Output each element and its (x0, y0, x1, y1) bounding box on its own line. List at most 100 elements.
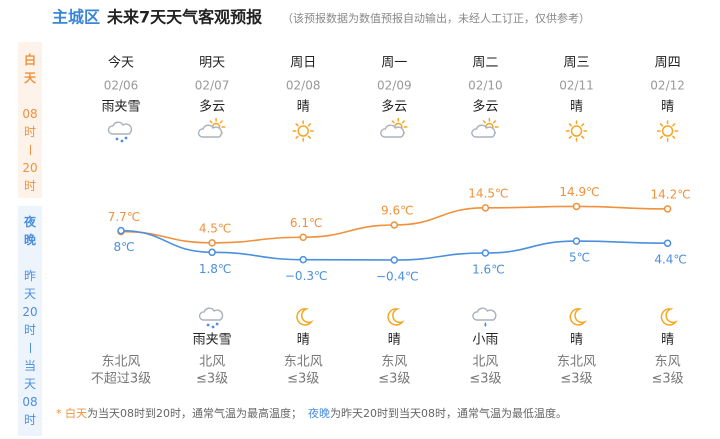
cloud-icon (472, 307, 497, 321)
city: 主城区 (52, 8, 100, 27)
day-to: 20时 (22, 161, 38, 193)
temp-label: 4.4℃ (654, 253, 687, 267)
sun-ray (219, 120, 223, 124)
day-weather: 雨夹雪 (101, 100, 140, 115)
date: 02/11 (559, 79, 594, 93)
wind-level: 不超过3级 (91, 372, 151, 387)
flake (211, 325, 215, 329)
night-to: 当天08时 (22, 359, 38, 427)
wind-level: ≤3级 (560, 372, 592, 387)
date: 02/07 (195, 79, 230, 93)
night-side: 夜晚 昨天20时 当天08时 (22, 213, 38, 429)
temp-label: 4.5℃ (199, 221, 232, 235)
wind-level: ≤3级 (652, 372, 684, 387)
date: 02/12 (650, 79, 685, 93)
flake (215, 322, 219, 326)
sun-ray (307, 123, 312, 127)
cloud-icon (198, 307, 224, 321)
day-weather: 多云 (199, 99, 225, 115)
temp-label: −0.3℃ (285, 269, 328, 283)
temp-dot (390, 221, 399, 229)
day-name: 周二 (472, 56, 498, 71)
day-weather: 多云 (381, 99, 407, 115)
sun-ray (295, 135, 299, 139)
day-term: 白天 (65, 406, 87, 420)
night-weather: 雨夹雪 (193, 333, 232, 348)
temp-label: 8℃ (113, 240, 134, 254)
cloud-icon (107, 121, 133, 135)
sun-ray (307, 135, 312, 139)
cloud-icon (380, 124, 405, 138)
night-strip (18, 206, 42, 436)
day-weather: 晴 (661, 100, 674, 115)
sun-ray (482, 120, 486, 124)
moon-icon (387, 308, 405, 326)
temp-label: 1.6℃ (472, 263, 505, 277)
temp-dot (299, 233, 307, 241)
day-weather: 晴 (297, 100, 310, 115)
sun-ray (568, 123, 572, 127)
temp-dot (572, 237, 581, 245)
temp-dot (299, 255, 307, 264)
star: * (56, 407, 65, 420)
flake (120, 139, 124, 143)
night-label: 夜晚 (23, 215, 36, 247)
temp-label: 7.7℃ (108, 210, 141, 224)
sun-core (570, 125, 583, 137)
night-weather: 晴 (297, 333, 310, 348)
day-strip (18, 42, 42, 198)
sun-ray (401, 120, 406, 124)
day-label: 白天 (23, 53, 36, 85)
temp-label: −0.4℃ (376, 270, 419, 284)
day-text: 为当天08时到20时，通常气温为最高温度； (87, 406, 302, 420)
night-weather: 晴 (570, 333, 583, 348)
date: 02/09 (377, 79, 412, 93)
sun-icon (565, 120, 588, 142)
sun-core (661, 125, 674, 137)
sun-ray (209, 120, 213, 124)
note: （该预报数据为数值预报自动输出，未经人工订正，仅供参考） (282, 11, 590, 25)
footer: * 白天为当天08时到20时，通常气温为最高温度； 夜晚为昨天20时到当天08时，… (56, 406, 567, 420)
temp-dot (572, 202, 581, 211)
temp-label: 5℃ (569, 251, 590, 265)
separator (29, 145, 31, 155)
temp-dot (481, 204, 490, 212)
day-weather: 多云 (472, 99, 498, 115)
temp-dot (208, 239, 216, 247)
wind-level: ≤3级 (469, 372, 501, 387)
wind: 东风 (655, 355, 681, 370)
sun-ray (568, 135, 572, 139)
day-name: 明天 (199, 56, 225, 71)
cloud-icon (471, 124, 496, 138)
sun-icon (656, 120, 679, 142)
wind: 北风 (199, 355, 225, 370)
night-text: 为昨天20时到当天08时，通常气温为最低温度。 (330, 406, 567, 420)
moon-icon (569, 308, 587, 326)
night-weather: 小雨 (472, 333, 498, 348)
wind: 东北风 (557, 355, 596, 370)
title: 未来7天天气客观预报 (106, 8, 262, 27)
day-name: 周三 (563, 56, 589, 71)
day-from: 08时 (22, 107, 38, 139)
flake (206, 323, 210, 327)
separator (29, 343, 31, 353)
wind: 东北风 (101, 355, 140, 370)
temp-label: 14.2℃ (650, 187, 690, 201)
flake (115, 137, 119, 141)
temp-label: 9.6℃ (381, 204, 414, 218)
moon-icon (296, 308, 314, 326)
temp-label: 14.5℃ (468, 186, 508, 200)
wind-level: ≤3级 (378, 372, 410, 387)
temp-dot (663, 239, 672, 247)
night-term: 夜晚 (308, 406, 330, 420)
flake (124, 136, 128, 140)
temp-dot (481, 249, 490, 257)
wind-level: ≤3级 (196, 372, 228, 387)
temp-dot (117, 226, 125, 235)
moon-icon (660, 308, 678, 326)
wind: 北风 (472, 355, 498, 370)
wind: 东风 (381, 355, 407, 370)
sun-ray (391, 120, 395, 124)
cloud-icon (197, 124, 223, 138)
